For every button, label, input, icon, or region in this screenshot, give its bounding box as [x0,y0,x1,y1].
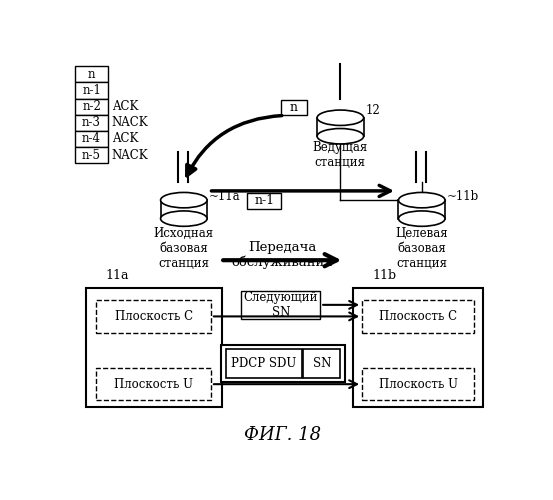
Text: ACK: ACK [112,132,138,145]
Bar [303,349,341,378]
Text: NACK: NACK [112,148,148,162]
Ellipse shape [399,192,445,208]
Text: Исходная
базовая
станция: Исходная базовая станция [154,227,214,270]
Text: ACK: ACK [112,100,138,113]
Text: n-1: n-1 [82,84,101,97]
Ellipse shape [317,110,364,126]
Bar [96,300,211,332]
Bar [75,114,108,131]
Text: ФИГ. 18: ФИГ. 18 [244,426,322,444]
Bar [75,66,108,82]
Text: n-5: n-5 [82,148,101,162]
Text: n-3: n-3 [82,116,101,130]
Bar [75,131,108,147]
Bar [86,288,222,408]
Bar [317,118,364,136]
Bar [281,100,307,116]
Bar [96,368,211,400]
Text: n: n [88,68,95,80]
Text: Плоскость C: Плоскость C [379,310,457,323]
Ellipse shape [317,128,364,144]
Bar [75,98,108,114]
Text: Плоскость U: Плоскость U [114,378,193,390]
Text: 11b: 11b [372,269,397,282]
Text: Плоскость C: Плоскость C [114,310,192,323]
Text: Плоскость U: Плоскость U [379,378,458,390]
Text: NACK: NACK [112,116,148,130]
Bar [362,300,474,332]
Bar [75,82,108,98]
Text: Следующий
SN: Следующий SN [243,291,318,319]
Ellipse shape [399,211,445,226]
Text: Передача
обслуживания: Передача обслуживания [232,241,333,270]
Bar [399,200,445,218]
Bar [160,200,207,218]
Text: n: n [290,101,298,114]
Bar [362,368,474,400]
Text: ~11a: ~11a [208,190,240,203]
Bar [75,147,108,163]
Bar [221,345,345,382]
Text: 11a: 11a [106,269,129,282]
Text: n-1: n-1 [254,194,274,207]
Text: Ведущая
станция: Ведущая станция [313,141,368,169]
Text: n-2: n-2 [82,100,101,113]
Text: n-4: n-4 [82,132,101,145]
Text: Целевая
базовая
станция: Целевая базовая станция [395,227,448,270]
Text: SN: SN [312,357,331,370]
Ellipse shape [160,192,207,208]
Text: 12: 12 [365,104,380,117]
Bar [226,349,301,378]
Text: ~11b: ~11b [447,190,479,203]
Bar [247,193,281,208]
FancyArrowPatch shape [187,116,282,176]
Bar [241,291,320,318]
Bar [353,288,483,408]
Text: PDCP SDU: PDCP SDU [231,357,296,370]
Ellipse shape [160,211,207,226]
